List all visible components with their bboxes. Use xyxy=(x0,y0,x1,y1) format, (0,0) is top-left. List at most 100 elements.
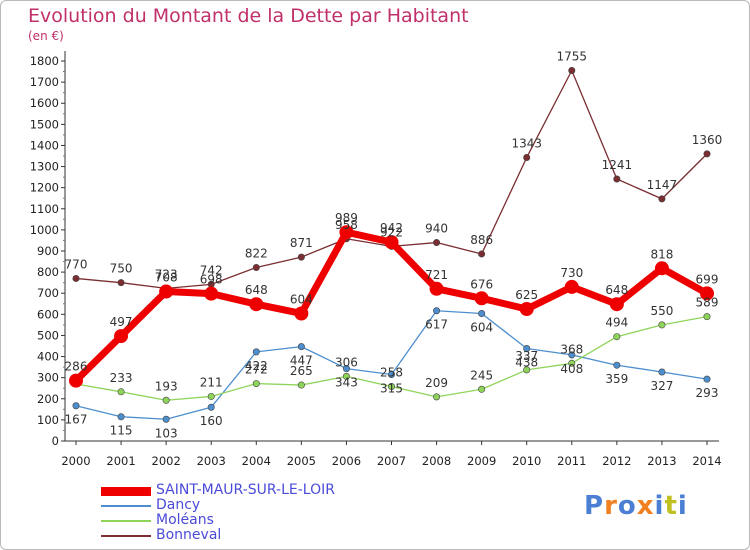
data-label-bonneval: 750 xyxy=(110,262,133,276)
data-label-dancy: 604 xyxy=(470,320,493,334)
y-tick-label: 800 xyxy=(37,265,59,279)
point-bonneval xyxy=(658,195,666,203)
data-label-dancy: 167 xyxy=(65,413,88,427)
data-label-saint-maur-sur-le-loir: 721 xyxy=(425,268,448,282)
data-label-saint-maur-sur-le-loir: 625 xyxy=(515,288,538,302)
y-tick-label: 1400 xyxy=(30,138,59,152)
data-label-mol-ans: 272 xyxy=(245,363,268,377)
point-mol-ans xyxy=(703,313,711,321)
data-label-dancy: 422 xyxy=(245,359,268,373)
point-saint-maur-sur-le-loir xyxy=(69,373,83,388)
point-saint-maur-sur-le-loir xyxy=(700,286,714,301)
axes: 0 100 200 300 400 500 600 700 800 900 1000 1100 1200… xyxy=(30,51,722,468)
point-dancy xyxy=(252,348,260,356)
data-label-mol-ans: 265 xyxy=(290,364,313,378)
x-tick-label: 2000 xyxy=(61,454,90,468)
point-bonneval xyxy=(703,150,711,158)
point-saint-maur-sur-le-loir xyxy=(519,302,534,317)
y-tick-label: 0 xyxy=(52,434,59,448)
data-label-saint-maur-sur-le-loir: 648 xyxy=(605,283,628,297)
y-tick-label: 1000 xyxy=(30,223,59,237)
y-tick-label: 1100 xyxy=(30,202,59,216)
point-dancy xyxy=(703,375,711,383)
data-label-saint-maur-sur-le-loir: 604 xyxy=(290,292,313,306)
y-tick-label: 700 xyxy=(37,286,59,300)
point-saint-maur-sur-le-loir xyxy=(339,225,354,240)
data-label-bonneval: 922 xyxy=(380,225,403,239)
y-tick-label: 1200 xyxy=(30,181,59,195)
data-label-mol-ans: 550 xyxy=(650,304,673,318)
y-tick-label: 1600 xyxy=(30,96,59,110)
data-label-mol-ans: 589 xyxy=(696,296,719,310)
data-label-saint-maur-sur-le-loir: 286 xyxy=(65,360,88,374)
x-tick-label: 2002 xyxy=(152,454,181,468)
legend: SAINT-MAUR-SUR-LE-LOIR Dancy Moléans Bon… xyxy=(101,482,335,544)
data-label-saint-maur-sur-le-loir: 698 xyxy=(200,273,223,287)
y-tick-label: 500 xyxy=(37,328,59,342)
y-tick-label: 1300 xyxy=(30,160,59,174)
logo-letter: P xyxy=(584,491,605,521)
point-saint-maur-sur-le-loir xyxy=(204,286,219,301)
data-label-bonneval: 871 xyxy=(290,236,313,250)
data-label-dancy: 447 xyxy=(290,354,313,368)
legend-item-bonneval: Bonneval xyxy=(101,527,321,544)
point-mol-ans xyxy=(387,383,395,391)
data-label-dancy: 160 xyxy=(200,414,223,428)
data-label-bonneval: 723 xyxy=(155,267,178,281)
x-tick-label: 2014 xyxy=(692,454,721,468)
legend-swatch-saint-maur xyxy=(101,487,151,496)
legend-label-saint-maur: SAINT-MAUR-SUR-LE-LOIR xyxy=(156,482,335,498)
x-tick-label: 2012 xyxy=(602,454,631,468)
point-saint-maur-sur-le-loir xyxy=(294,306,309,321)
point-dancy xyxy=(117,413,125,421)
data-label-saint-maur-sur-le-loir: 648 xyxy=(245,283,268,297)
legend-item-saint-maur: SAINT-MAUR-SUR-LE-LOIR xyxy=(101,482,335,499)
data-label-saint-maur-sur-le-loir: 699 xyxy=(696,272,719,286)
data-label-bonneval: 1241 xyxy=(602,158,633,172)
data-label-mol-ans: 258 xyxy=(380,366,403,380)
point-mol-ans xyxy=(433,393,441,401)
point-bonneval xyxy=(613,175,621,183)
data-label-saint-maur-sur-le-loir: 708 xyxy=(155,271,178,285)
legend-label-moleans: Moléans xyxy=(156,512,214,528)
data-label-saint-maur-sur-le-loir: 497 xyxy=(110,315,133,329)
data-label-dancy: 359 xyxy=(605,372,628,386)
point-mol-ans xyxy=(117,388,125,396)
point-mol-ans xyxy=(342,372,350,380)
data-label-saint-maur-sur-le-loir: 730 xyxy=(560,266,583,280)
point-mol-ans xyxy=(297,381,305,389)
data-label-dancy: 343 xyxy=(335,376,358,390)
data-label-mol-ans: 245 xyxy=(470,368,493,382)
x-tick-label: 2008 xyxy=(422,454,451,468)
legend-swatch-bonneval xyxy=(101,535,151,537)
legend-swatch-moleans xyxy=(101,520,151,522)
logo-letter: i xyxy=(677,491,688,521)
x-tick-label: 2001 xyxy=(106,454,135,468)
data-label-saint-maur-sur-le-loir: 818 xyxy=(650,247,673,261)
data-label-mol-ans: 368 xyxy=(560,342,583,356)
point-dancy xyxy=(523,345,531,353)
data-label-bonneval: 822 xyxy=(245,246,268,260)
x-tick-label: 2006 xyxy=(332,454,361,468)
legend-swatch-dancy xyxy=(101,505,151,507)
legend-label-bonneval: Bonneval xyxy=(156,527,222,543)
y-tick-label: 1700 xyxy=(30,75,59,89)
x-tick-label: 2007 xyxy=(377,454,406,468)
data-label-mol-ans: 337 xyxy=(515,349,538,363)
point-bonneval xyxy=(72,274,80,282)
point-dancy xyxy=(568,351,576,359)
point-saint-maur-sur-le-loir xyxy=(609,297,624,312)
data-label-dancy: 115 xyxy=(110,424,133,438)
data-label-bonneval: 940 xyxy=(425,222,448,236)
point-bonneval xyxy=(117,279,125,287)
y-tick-label: 1500 xyxy=(30,117,59,131)
point-bonneval xyxy=(297,253,305,261)
point-bonneval xyxy=(523,153,531,161)
y-tick-label: 200 xyxy=(37,392,59,406)
logo-letter: x xyxy=(636,491,655,521)
point-bonneval xyxy=(568,67,576,75)
data-label-saint-maur-sur-le-loir: 942 xyxy=(380,221,403,235)
data-label-bonneval: 958 xyxy=(335,218,358,232)
point-saint-maur-sur-le-loir xyxy=(429,281,444,296)
point-saint-maur-sur-le-loir xyxy=(249,297,264,312)
